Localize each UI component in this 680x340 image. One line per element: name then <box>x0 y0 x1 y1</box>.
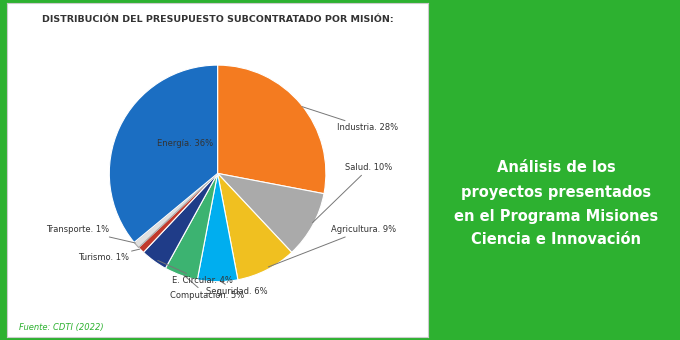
Text: Análisis de los
proyectos presentados
en el Programa Misiones
Ciencia e Innovaci: Análisis de los proyectos presentados en… <box>454 160 658 248</box>
Wedge shape <box>218 173 292 280</box>
Text: Energía. 36%: Energía. 36% <box>157 139 213 148</box>
Text: Turismo. 1%: Turismo. 1% <box>78 249 140 262</box>
Text: Transporte. 1%: Transporte. 1% <box>46 225 135 243</box>
Wedge shape <box>109 65 218 242</box>
Text: Agricultura. 9%: Agricultura. 9% <box>269 225 396 267</box>
Text: Seguridad. 6%: Seguridad. 6% <box>206 281 268 296</box>
Text: Industria. 28%: Industria. 28% <box>302 107 398 132</box>
Text: DISTRIBUCIÓN DEL PRESUPUESTO SUBCONTRATADO POR MISIÓN:: DISTRIBUCIÓN DEL PRESUPUESTO SUBCONTRATA… <box>41 15 394 24</box>
Wedge shape <box>134 173 218 248</box>
Text: E. Circular. 4%: E. Circular. 4% <box>158 260 233 285</box>
Wedge shape <box>165 173 218 280</box>
Text: Fuente: CDTI (2022): Fuente: CDTI (2022) <box>20 323 104 332</box>
Wedge shape <box>139 173 218 252</box>
Wedge shape <box>218 65 326 194</box>
Wedge shape <box>197 173 238 282</box>
Text: Salud. 10%: Salud. 10% <box>313 164 392 223</box>
Wedge shape <box>143 173 218 268</box>
Wedge shape <box>218 173 324 252</box>
Text: Computación. 5%: Computación. 5% <box>169 275 244 300</box>
